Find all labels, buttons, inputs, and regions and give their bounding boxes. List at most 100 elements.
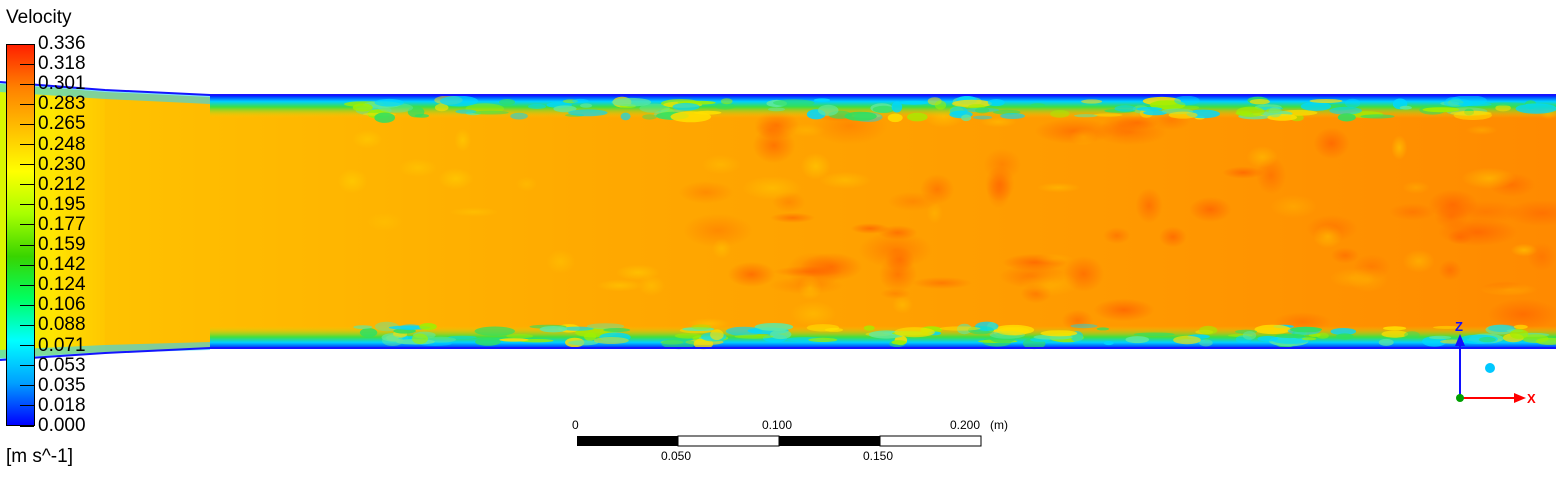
hot-patch: [1103, 227, 1131, 245]
wall-eddy: [1000, 113, 1025, 119]
wall-eddy: [1535, 337, 1556, 345]
wall-eddy: [710, 329, 724, 341]
hot-patch: [1389, 203, 1436, 221]
cool-patch: [800, 153, 831, 180]
wall-eddy: [472, 110, 509, 115]
legend-tick: 0.195: [20, 193, 86, 215]
wall-eddy: [568, 109, 608, 117]
legend-tick: 0.088: [20, 315, 86, 335]
legend-tick-label: 0.265: [38, 113, 86, 135]
wall-eddy: [539, 326, 568, 333]
wall-eddy: [691, 324, 712, 330]
wall-eddy: [670, 111, 712, 123]
hot-patch: [1487, 298, 1556, 330]
wall-eddy: [586, 323, 625, 330]
hot-patch: [770, 212, 816, 223]
wall-eddy: [475, 337, 501, 346]
hot-patch: [683, 213, 753, 248]
top-wall-eddies: [344, 95, 1556, 123]
wall-eddy: [1378, 338, 1394, 346]
view-sphere-marker: [1485, 363, 1495, 373]
wall-eddy: [996, 326, 1030, 336]
wall-eddy: [374, 98, 404, 107]
cool-patch: [1313, 224, 1343, 249]
wall-eddy: [611, 97, 652, 107]
axes-triad[interactable]: Z X: [1440, 318, 1550, 418]
cool-patch: [1402, 181, 1430, 194]
legend-tick-labels: 0.336 0.318 0.301 0.283 0.265 0.248 0.230 0.212…: [20, 0, 140, 480]
wall-eddy: [1143, 110, 1168, 116]
wall-eddy: [1360, 114, 1395, 119]
wall-eddy: [1429, 335, 1452, 340]
legend-units: [m s^-1]: [6, 446, 73, 467]
legend-tick: 0.265: [20, 114, 86, 134]
legend-tick-label: 0.195: [38, 193, 86, 215]
wall-eddy: [661, 338, 696, 350]
wall-eddy: [1267, 114, 1298, 121]
legend-tick: 0.124: [20, 275, 86, 295]
cool-patch: [1036, 182, 1081, 193]
wall-eddy: [1513, 324, 1528, 329]
hot-patch: [912, 276, 972, 290]
legend-tick-mark: [20, 244, 34, 246]
hot-patch: [678, 181, 734, 204]
legend-tick-label: 0.248: [38, 133, 86, 155]
legend-tick-mark: [20, 63, 34, 65]
cool-patch: [790, 301, 837, 327]
wall-eddy: [972, 115, 993, 120]
wall-eddy: [1509, 329, 1529, 339]
cool-patch: [1391, 135, 1408, 161]
legend-tick-mark: [20, 224, 34, 226]
legend-tick-label: 0.035: [38, 374, 86, 396]
cool-patch: [1480, 283, 1538, 297]
wall-eddy: [1254, 324, 1291, 335]
legend-tick: 0.230: [20, 154, 86, 175]
wall-eddy: [1093, 113, 1123, 117]
bottom-wall-line: [0, 347, 1556, 361]
cool-patch: [1329, 268, 1376, 288]
legend-tick-mark: [20, 103, 34, 105]
legend-tick-label: 0.177: [38, 213, 86, 235]
wall-eddy: [448, 335, 477, 339]
wall-eddy: [891, 101, 903, 113]
wall-eddy: [672, 102, 700, 111]
wall-eddy: [949, 106, 968, 116]
wall-eddy: [1335, 333, 1354, 340]
legend-tick-label: 0.124: [38, 274, 86, 296]
wall-eddy: [1173, 335, 1201, 345]
legend-tick-label: 0.088: [38, 314, 86, 336]
cool-patch: [399, 158, 437, 178]
wall-eddy: [961, 114, 972, 122]
cool-patch: [367, 212, 403, 232]
legend-tick-mark: [20, 43, 34, 45]
wall-eddy: [352, 103, 373, 112]
wall-eddy: [1268, 106, 1282, 118]
wall-eddy: [568, 340, 599, 346]
cool-patch: [616, 264, 660, 281]
hot-patch: [1505, 199, 1556, 227]
cool-patch: [1465, 125, 1498, 135]
wall-eddy: [1125, 336, 1150, 344]
cool-patch: [819, 171, 872, 189]
wall-eddy: [894, 327, 935, 338]
wall-eddy: [1301, 337, 1317, 341]
scale-label-0.200: 0.200: [950, 418, 981, 432]
legend-tick-label: 0.053: [38, 354, 86, 376]
cool-patch: [1020, 270, 1079, 297]
legend-tick-mark: [20, 345, 34, 347]
wall-eddy: [863, 325, 875, 331]
wall-eddy: [1487, 102, 1526, 106]
wall-eddy: [1450, 111, 1492, 116]
wall-eddy: [1422, 107, 1460, 113]
legend-tick-mark: [20, 385, 34, 387]
legend-tick-label: 0.318: [38, 53, 86, 75]
legend-tick-mark: [20, 284, 34, 286]
legend-tick: 0.283: [20, 94, 86, 114]
wall-eddy: [1070, 323, 1098, 329]
legend-tick-mark: [20, 184, 34, 186]
wall-eddy: [455, 109, 477, 114]
wall-eddy: [1275, 333, 1305, 339]
wall-eddy: [1316, 332, 1329, 339]
